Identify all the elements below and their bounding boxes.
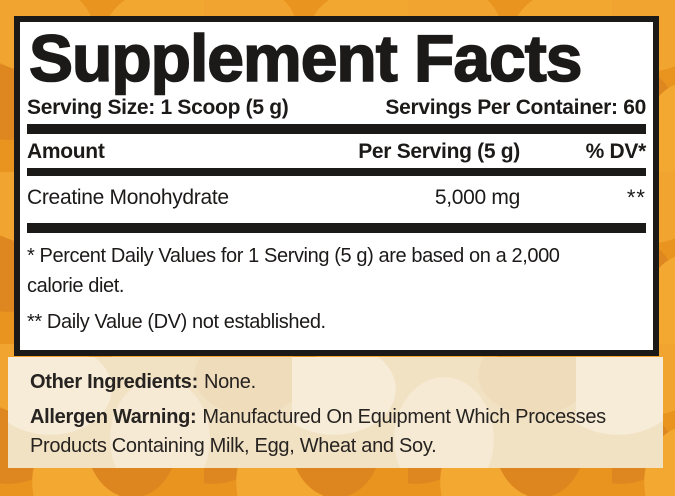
divider-medium	[27, 168, 646, 176]
column-header-amount: Amount	[27, 140, 105, 163]
ingredient-dv: **	[626, 185, 646, 210]
divider-thick-bottom	[27, 223, 646, 233]
allergen-warning-text: Manufactured On Equipment Which Processe…	[30, 406, 606, 457]
other-ingredients-label: Other Ingredients:	[30, 371, 198, 393]
daily-value-footnote-line-2: calorie diet.	[27, 275, 125, 297]
footnotes: * Percent Daily Values for 1 Serving (5 …	[27, 241, 646, 337]
serving-info-row: Serving Size: 1 Scoop (5 g) Servings Per…	[27, 96, 646, 120]
panel-title: Supplement Facts	[28, 21, 583, 95]
servings-per-container-text: Servings Per Container: 60	[385, 96, 646, 119]
other-ingredients-value: None.	[203, 371, 256, 393]
table-row: Creatine Monohydrate 5,000 mg **	[27, 185, 646, 211]
table-header-row: Amount Per Serving (5 g) % DV*	[27, 139, 646, 165]
serving-size-text: Serving Size: 1 Scoop (5 g)	[27, 96, 289, 119]
allergen-warning-label: Allergen Warning:	[30, 406, 197, 428]
column-header-dv: % DV*	[585, 140, 647, 163]
supplement-facts-panel: Supplement Facts Serving Size: 1 Scoop (…	[14, 16, 659, 356]
ingredient-amount: 5,000 mg	[434, 186, 520, 209]
ingredient-name: Creatine Monohydrate	[27, 186, 229, 209]
divider-thick-top	[27, 124, 646, 134]
other-ingredients-panel: Other Ingredients: None. Allergen Warning…	[8, 357, 663, 468]
dv-not-established-footnote: ** Daily Value (DV) not established.	[27, 311, 326, 333]
allergen-warning-line: Allergen Warning: Manufactured On Equipme…	[30, 403, 647, 461]
daily-value-footnote-line-1: * Percent Daily Values for 1 Serving (5 …	[27, 245, 560, 267]
other-ingredients-line: Other Ingredients: None.	[30, 368, 647, 397]
column-header-per-serving: Per Serving (5 g)	[358, 140, 520, 163]
